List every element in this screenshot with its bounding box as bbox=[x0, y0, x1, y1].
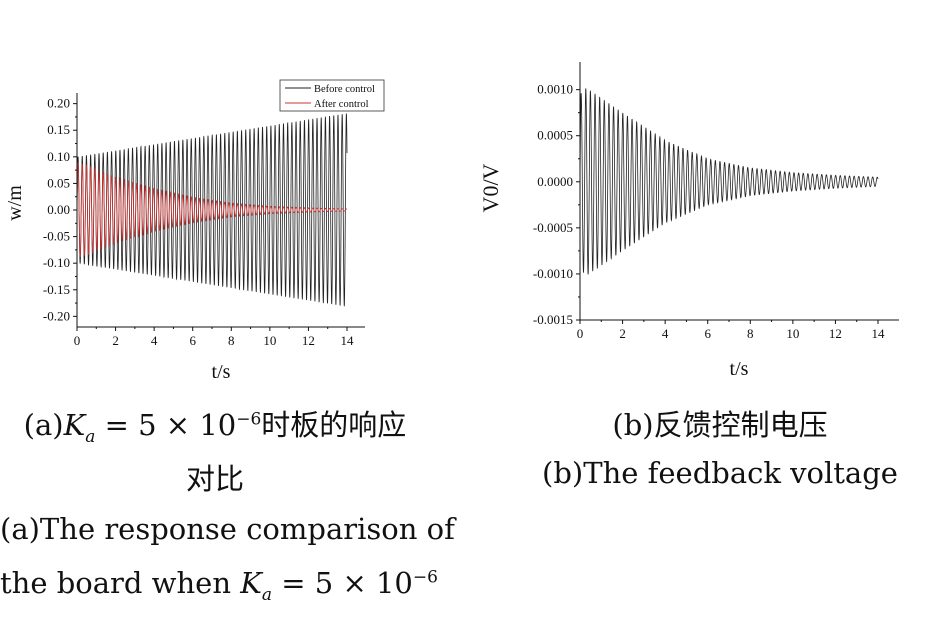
chart-a-y-tick-label: -0.20 bbox=[43, 308, 70, 323]
figure-plots: -0.20 -0.15 -0.10 -0.05 0.00 0.05 0.10 0.15 0.20… bbox=[4, 62, 899, 383]
chart-a-y-tick-label: 0.10 bbox=[47, 149, 70, 164]
caption-a-english-line2: the board when Ka = 5 × 10−6 bbox=[0, 566, 438, 605]
chart-a-y-tick-label: -0.15 bbox=[43, 282, 70, 297]
chart-a-x-tick-label: 8 bbox=[228, 333, 235, 348]
line-after-control bbox=[76, 162, 348, 258]
series-before-control bbox=[76, 113, 348, 307]
line-before-control bbox=[76, 113, 348, 307]
chart-a-response-comparison: -0.20 -0.15 -0.10 -0.05 0.00 0.05 0.10 0.15 0.20… bbox=[4, 79, 385, 383]
chart-a-x-tick-label: 2 bbox=[112, 333, 119, 348]
chart-b-y-tick-label: 0.0000 bbox=[537, 174, 573, 189]
series-feedback-voltage bbox=[579, 88, 879, 275]
caption-b-chinese: (b)反馈控制电压 bbox=[612, 408, 828, 442]
chart-b-y-tick-label: 0.0010 bbox=[537, 82, 573, 97]
chart-b-y-tick-label: 0.0005 bbox=[537, 128, 573, 143]
chart-b-x-tick-label: 4 bbox=[662, 326, 669, 341]
chart-a-y-tick-label: 0.20 bbox=[47, 96, 70, 111]
chart-b-y-axis-label: V0/V bbox=[478, 163, 503, 212]
chart-b-x-tick-label: 0 bbox=[577, 326, 584, 341]
caption-a-chinese-line1: (a)Ka = 5 × 10−6时板的响应 bbox=[23, 408, 407, 447]
chart-b-x-tick-label: 2 bbox=[619, 326, 626, 341]
caption-a-chinese-line2: 对比 bbox=[185, 462, 244, 496]
chart-a-x-axis-label: t/s bbox=[212, 361, 231, 383]
chart-a-x-tick-label: 0 bbox=[74, 333, 81, 348]
caption-b-english: (b)The feedback voltage bbox=[542, 456, 898, 490]
chart-a-x-tick-label: 12 bbox=[302, 333, 315, 348]
chart-b-x-tick-label: 10 bbox=[786, 326, 799, 341]
chart-a-y-tick-label: -0.05 bbox=[43, 229, 70, 244]
legend-label-before-control: Before control bbox=[314, 84, 375, 95]
chart-b-feedback-voltage: -0.0015 -0.0010 -0.0005 0.0000 0.0005 0.0010 0… bbox=[478, 62, 899, 380]
chart-a-legend: Before control After control bbox=[279, 79, 385, 112]
caption-a-english-line1: (a)The response comparison of bbox=[0, 512, 455, 546]
chart-a-x-tick-label: 14 bbox=[341, 333, 355, 348]
chart-b-y-tick-label: -0.0015 bbox=[533, 312, 573, 327]
chart-b-x-tick-label: 14 bbox=[872, 326, 886, 341]
chart-b-x-tick-label: 8 bbox=[747, 326, 754, 341]
chart-b-x-axis-label: t/s bbox=[730, 358, 749, 380]
series-after-control bbox=[76, 162, 348, 258]
chart-a-x-tick-label: 10 bbox=[263, 333, 276, 348]
chart-a-y-tick-label: 0.00 bbox=[47, 202, 70, 217]
chart-a-axes: -0.20 -0.15 -0.10 -0.05 0.00 0.05 0.10 0.15 0.20… bbox=[43, 93, 365, 348]
chart-a-y-axis-label: w/m bbox=[4, 185, 26, 221]
chart-b-y-tick-label: -0.0005 bbox=[533, 220, 573, 235]
chart-a-y-tick-label: 0.05 bbox=[47, 175, 70, 190]
legend-label-after-control: After control bbox=[314, 99, 369, 110]
chart-a-y-tick-label: 0.15 bbox=[47, 122, 70, 137]
chart-b-x-tick-label: 12 bbox=[829, 326, 842, 341]
chart-a-y-tick-label: -0.10 bbox=[43, 255, 70, 270]
chart-b-y-tick-label: -0.0010 bbox=[533, 266, 573, 281]
line-feedback-voltage bbox=[579, 88, 879, 275]
chart-b-x-tick-label: 6 bbox=[704, 326, 711, 341]
chart-a-x-tick-label: 4 bbox=[151, 333, 158, 348]
chart-a-x-tick-label: 6 bbox=[189, 333, 196, 348]
chart-b-axes: -0.0015 -0.0010 -0.0005 0.0000 0.0005 0.0010 0… bbox=[533, 62, 899, 341]
